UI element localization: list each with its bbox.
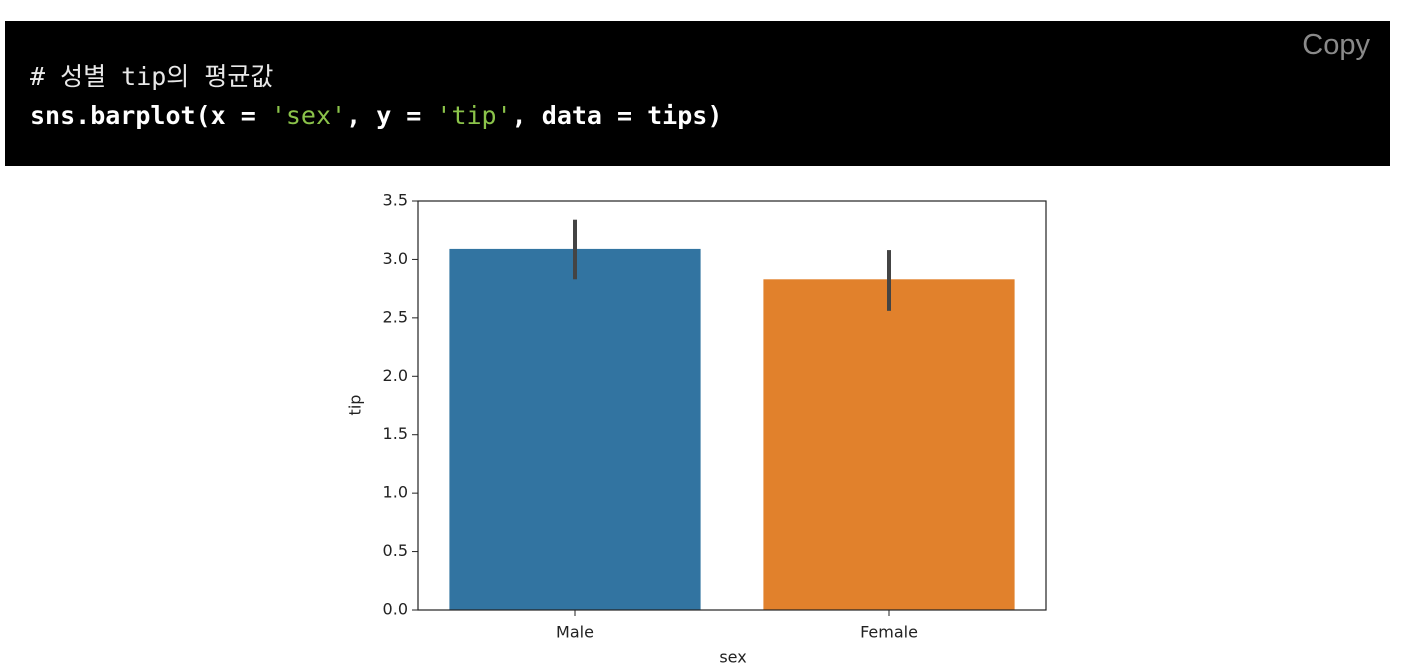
y-tick-label: 2.0 (383, 366, 408, 385)
bar (763, 279, 1015, 610)
code-token: sns.barplot(x = (30, 101, 271, 130)
code-line: sns.barplot(x = 'sex', y = 'tip', data =… (30, 101, 722, 130)
y-tick-label: 0.5 (383, 541, 408, 560)
code-block: # 성별 tip의 평균값 sns.barplot(x = 'sex', y =… (5, 21, 1390, 166)
y-axis-label: tip (346, 395, 365, 416)
code-token: , y = (346, 101, 437, 130)
bar (449, 248, 701, 610)
code-comment: # 성별 tip의 평균값 (30, 62, 274, 91)
code-token: , data = tips) (511, 101, 723, 130)
y-tick-label: 1.5 (383, 424, 408, 443)
y-tick-label: 2.5 (383, 307, 408, 326)
y-tick-label: 0.0 (383, 600, 408, 619)
plot-frame (417, 200, 1047, 611)
y-tick-label: 3.0 (383, 249, 408, 268)
y-tick-label: 3.5 (383, 191, 408, 210)
code-string: 'sex' (270, 101, 347, 130)
x-axis-label: sex (719, 648, 746, 667)
code-string: 'tip' (436, 101, 512, 130)
y-tick-label: 1.0 (383, 483, 408, 502)
x-tick-label: Female (860, 623, 918, 642)
x-tick-label: Male (556, 623, 594, 642)
copy-button[interactable]: Copy (1302, 29, 1370, 61)
